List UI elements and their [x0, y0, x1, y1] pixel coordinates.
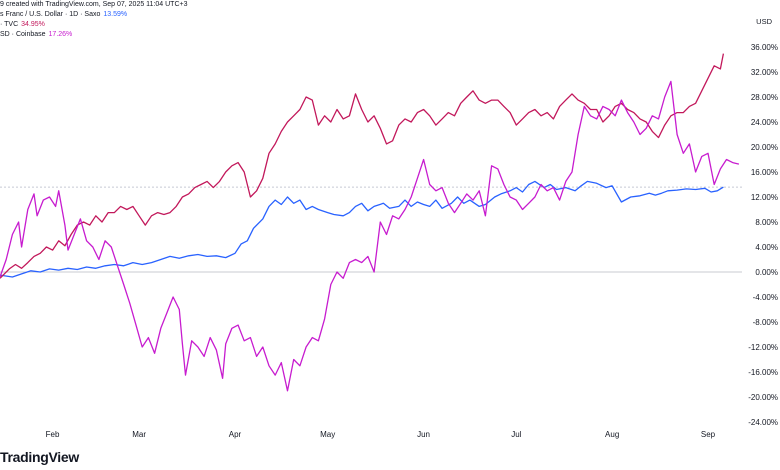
y-tick-label: 36.00% — [751, 43, 778, 52]
x-tick-label: Jun — [417, 430, 430, 439]
y-tick-label: 16.00% — [751, 168, 778, 177]
x-tick-label: Jul — [511, 430, 521, 439]
currency-label[interactable]: USD — [756, 17, 772, 26]
legend-pct-1: 34.95% — [21, 21, 45, 28]
legend-entry-1[interactable]: · TVC 34.95% — [0, 20, 760, 30]
legend-label-1: · TVC — [0, 21, 19, 28]
y-tick-label: 28.00% — [751, 93, 778, 102]
y-tick-label: 32.00% — [751, 68, 778, 77]
x-tick-label: Sep — [701, 430, 716, 439]
y-tick-label: -4.00% — [753, 293, 778, 302]
series-line-2[interactable] — [0, 80, 740, 392]
y-tick-label: -20.00% — [748, 393, 778, 402]
x-tick-label: Feb — [46, 430, 60, 439]
y-axis[interactable]: 36.00% 32.00% 28.00% 24.00% 20.00% 16.00% 12.0… — [748, 43, 778, 427]
x-tick-label: May — [320, 430, 335, 439]
credit-line: 9 created with TradingView.com, Sep 07, … — [0, 1, 188, 8]
y-tick-label: 4.00% — [755, 243, 778, 252]
y-tick-label: -16.00% — [748, 368, 778, 377]
y-tick-label: -24.00% — [748, 418, 778, 427]
y-tick-label: -8.00% — [753, 318, 778, 327]
x-axis[interactable]: Feb Mar Apr May Jun Jul Aug Sep — [46, 430, 716, 439]
y-tick-label: 12.00% — [751, 193, 778, 202]
y-tick-label: 20.00% — [751, 143, 778, 152]
x-tick-label: Mar — [132, 430, 146, 439]
x-tick-label: Aug — [605, 430, 619, 439]
legend-label-2: SD · Coinbase — [0, 31, 46, 38]
legend-pct-2: 17.26% — [48, 31, 73, 38]
series-line-1[interactable] — [0, 53, 725, 279]
y-tick-label: 0.00% — [755, 268, 778, 277]
y-tick-label: 24.00% — [751, 118, 778, 127]
tradingview-logo[interactable]: TradingView — [0, 449, 79, 465]
chart-header: 9 created with TradingView.com, Sep 07, … — [0, 0, 760, 40]
series-layer — [0, 53, 740, 392]
legend-pct-0: 13.59% — [103, 11, 128, 18]
legend-entry-0[interactable]: s Franc / U.S. Dollar · 1D · Saxo 13.59% — [0, 10, 760, 20]
x-tick-label: Apr — [229, 430, 242, 439]
legend-label-0: s Franc / U.S. Dollar · 1D · Saxo — [0, 11, 101, 18]
series-line-0[interactable] — [0, 180, 724, 278]
y-tick-label: -12.00% — [748, 343, 778, 352]
y-tick-label: 8.00% — [755, 218, 778, 227]
legend-entry-2[interactable]: SD · Coinbase 17.26% — [0, 30, 760, 40]
